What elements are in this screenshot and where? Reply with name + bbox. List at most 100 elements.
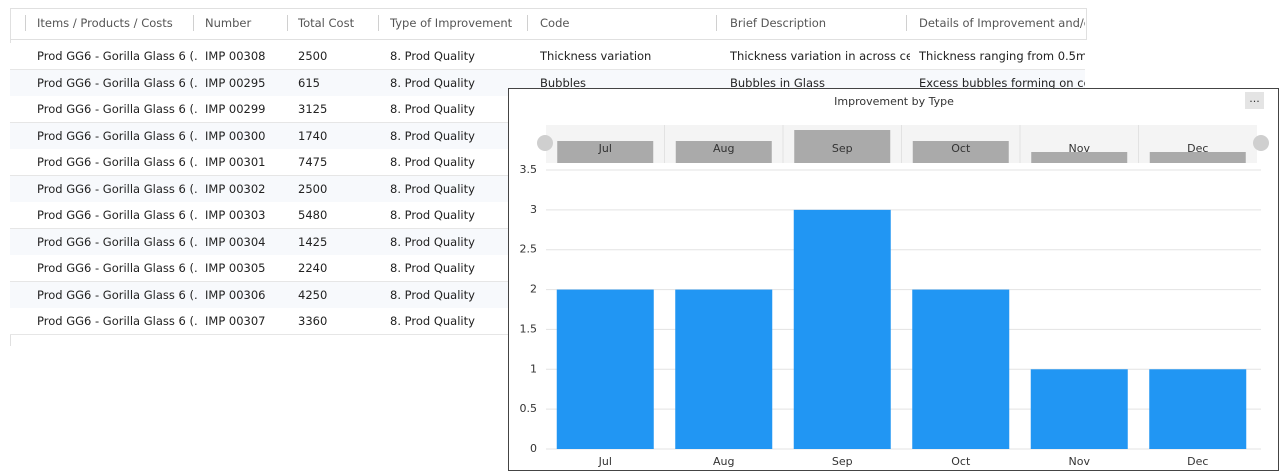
x-tick-label: Jul: [598, 455, 612, 468]
table-cell: Prod GG6 - Gorilla Glass 6 (...: [37, 287, 197, 302]
navigator-label: Sep: [832, 142, 853, 155]
x-tick-label: Dec: [1187, 455, 1208, 468]
x-tick-label: Oct: [951, 455, 971, 468]
column-header: Total Cost: [298, 16, 355, 30]
table-cell: IMP 00302: [205, 181, 266, 196]
table-cell: Prod GG6 - Gorilla Glass 6 (...: [37, 208, 197, 222]
table-cell: Prod GG6 - Gorilla Glass 6 (...: [37, 102, 197, 116]
chart-title: Improvement by Type: [834, 95, 954, 108]
table-cell: Bubbles: [540, 75, 587, 90]
table-cell: Prod GG6 - Gorilla Glass 6 (...: [37, 75, 197, 90]
table-cell: IMP 00295: [205, 75, 266, 90]
column-header: Items / Products / Costs: [37, 16, 173, 30]
table-cell: Bubbles in Glass: [730, 75, 825, 90]
table-cell: 8. Prod Quality: [390, 287, 475, 302]
menu-button-label[interactable]: ...: [1249, 92, 1260, 105]
column-separator: [716, 15, 717, 31]
table-cell: Prod GG6 - Gorilla Glass 6 (...: [37, 155, 197, 169]
table-cell: Thickness ranging from 0.5mm to: [919, 49, 1085, 63]
navigator-bar: [1149, 152, 1246, 163]
table-cell: 8. Prod Quality: [390, 181, 475, 196]
table-cell: Excess bubbles forming on corne: [919, 75, 1085, 90]
column-separator: [193, 15, 194, 31]
table-cell: Prod GG6 - Gorilla Glass 6 (...: [37, 181, 197, 196]
y-tick-label: 0.5: [520, 402, 538, 415]
table-cell: IMP 00303: [205, 208, 266, 222]
table-cell: Thickness variation: [540, 49, 652, 63]
table-cell: Thickness variation in across ce...: [730, 49, 910, 63]
y-tick-label: 2.5: [520, 243, 538, 256]
navigator-label: Jul: [598, 142, 612, 155]
table-cell: 2240: [298, 261, 328, 275]
table-cell: 1740: [298, 128, 328, 143]
table-cell: Prod GG6 - Gorilla Glass 6 (...: [37, 49, 197, 63]
bar: [912, 289, 1010, 449]
table-cell: 2500: [298, 49, 328, 63]
column-separator: [25, 15, 26, 31]
navigator-bar: [557, 141, 654, 163]
column-header: Code: [540, 16, 570, 30]
table-cell: 5480: [298, 208, 328, 222]
bar: [1030, 369, 1128, 449]
navigator-handle-left[interactable]: [537, 135, 553, 151]
table-cell: Prod GG6 - Gorilla Glass 6 (...: [37, 234, 197, 249]
table-cell: 1425: [298, 234, 328, 249]
table-cell: 8. Prod Quality: [390, 208, 475, 222]
column-header: Number: [205, 16, 252, 30]
table-cell: Prod GG6 - Gorilla Glass 6 (...: [37, 128, 197, 143]
table-cell: 8. Prod Quality: [390, 49, 475, 63]
navigator-bar: [912, 141, 1009, 163]
column-separator: [906, 15, 907, 31]
table-cell: IMP 00299: [205, 102, 266, 116]
y-tick-label: 2: [530, 283, 537, 296]
table-cell: 4250: [298, 287, 328, 302]
header-row: [10, 8, 1087, 40]
navigator-handle-right[interactable]: [1253, 135, 1269, 151]
table-cell: 7475: [298, 155, 328, 169]
column-separator: [378, 15, 379, 31]
bar: [556, 289, 654, 449]
bar: [675, 289, 773, 449]
navigator-label: Oct: [951, 142, 971, 155]
table-cell: IMP 00304: [205, 234, 266, 249]
column-header: Details of Improvement and/or ...: [919, 16, 1085, 30]
x-tick-label: Aug: [713, 455, 734, 468]
navigator-label: Aug: [713, 142, 734, 155]
menu-button[interactable]: [1245, 92, 1264, 109]
navigator-bar: [1031, 152, 1128, 163]
table-cell: 8. Prod Quality: [390, 261, 475, 275]
y-tick-label: 1.5: [520, 322, 538, 335]
y-tick-label: 1: [530, 362, 537, 375]
table-cell: 8. Prod Quality: [390, 128, 475, 143]
table-cell: IMP 00307: [205, 314, 266, 328]
table-cell: 8. Prod Quality: [390, 102, 475, 116]
table-cell: 3360: [298, 314, 328, 328]
table-cell: 8. Prod Quality: [390, 155, 475, 169]
column-header: Type of Improvement: [390, 16, 513, 30]
table-cell: 2500: [298, 181, 328, 196]
y-tick-label: 0: [530, 442, 537, 455]
table-cell: 8. Prod Quality: [390, 75, 475, 90]
bar: [793, 209, 891, 449]
table-cell: IMP 00308: [205, 49, 266, 63]
x-tick-label: Sep: [832, 455, 853, 468]
table-cell: IMP 00300: [205, 128, 266, 143]
bar: [1149, 369, 1247, 449]
y-tick-label: 3.5: [520, 163, 538, 176]
table-cell: Prod GG6 - Gorilla Glass 6 (...: [37, 314, 197, 328]
table-cell: 8. Prod Quality: [390, 314, 475, 328]
table-cell: IMP 00306: [205, 287, 266, 302]
y-tick-label: 3: [530, 203, 537, 216]
column-separator: [527, 15, 528, 31]
table-cell: 615: [298, 75, 320, 90]
navigator-bar: [794, 130, 891, 163]
column-separator: [287, 15, 288, 31]
navigator-label: Nov: [1069, 142, 1091, 155]
table-cell: IMP 00301: [205, 155, 266, 169]
navigator-label: Dec: [1187, 142, 1208, 155]
x-tick-label: Nov: [1069, 455, 1091, 468]
table-cell: 3125: [298, 102, 328, 116]
navigator-bar: [675, 141, 772, 163]
